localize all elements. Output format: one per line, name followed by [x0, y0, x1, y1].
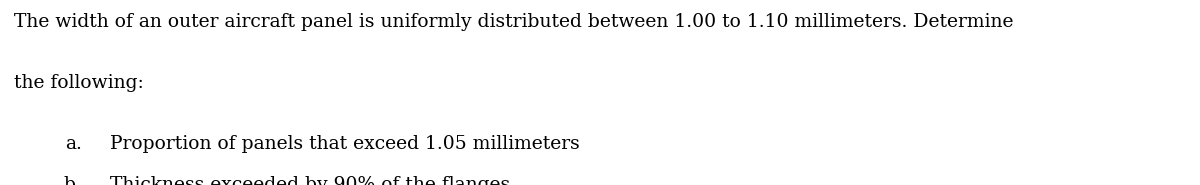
Text: Proportion of panels that exceed 1.05 millimeters: Proportion of panels that exceed 1.05 mi…	[110, 135, 580, 153]
Text: The width of an outer aircraft panel is uniformly distributed between 1.00 to 1.: The width of an outer aircraft panel is …	[14, 13, 1014, 31]
Text: b.: b.	[64, 176, 82, 185]
Text: the following:: the following:	[14, 74, 144, 92]
Text: Thickness exceeded by 90% of the flanges: Thickness exceeded by 90% of the flanges	[110, 176, 510, 185]
Text: a.: a.	[65, 135, 82, 153]
